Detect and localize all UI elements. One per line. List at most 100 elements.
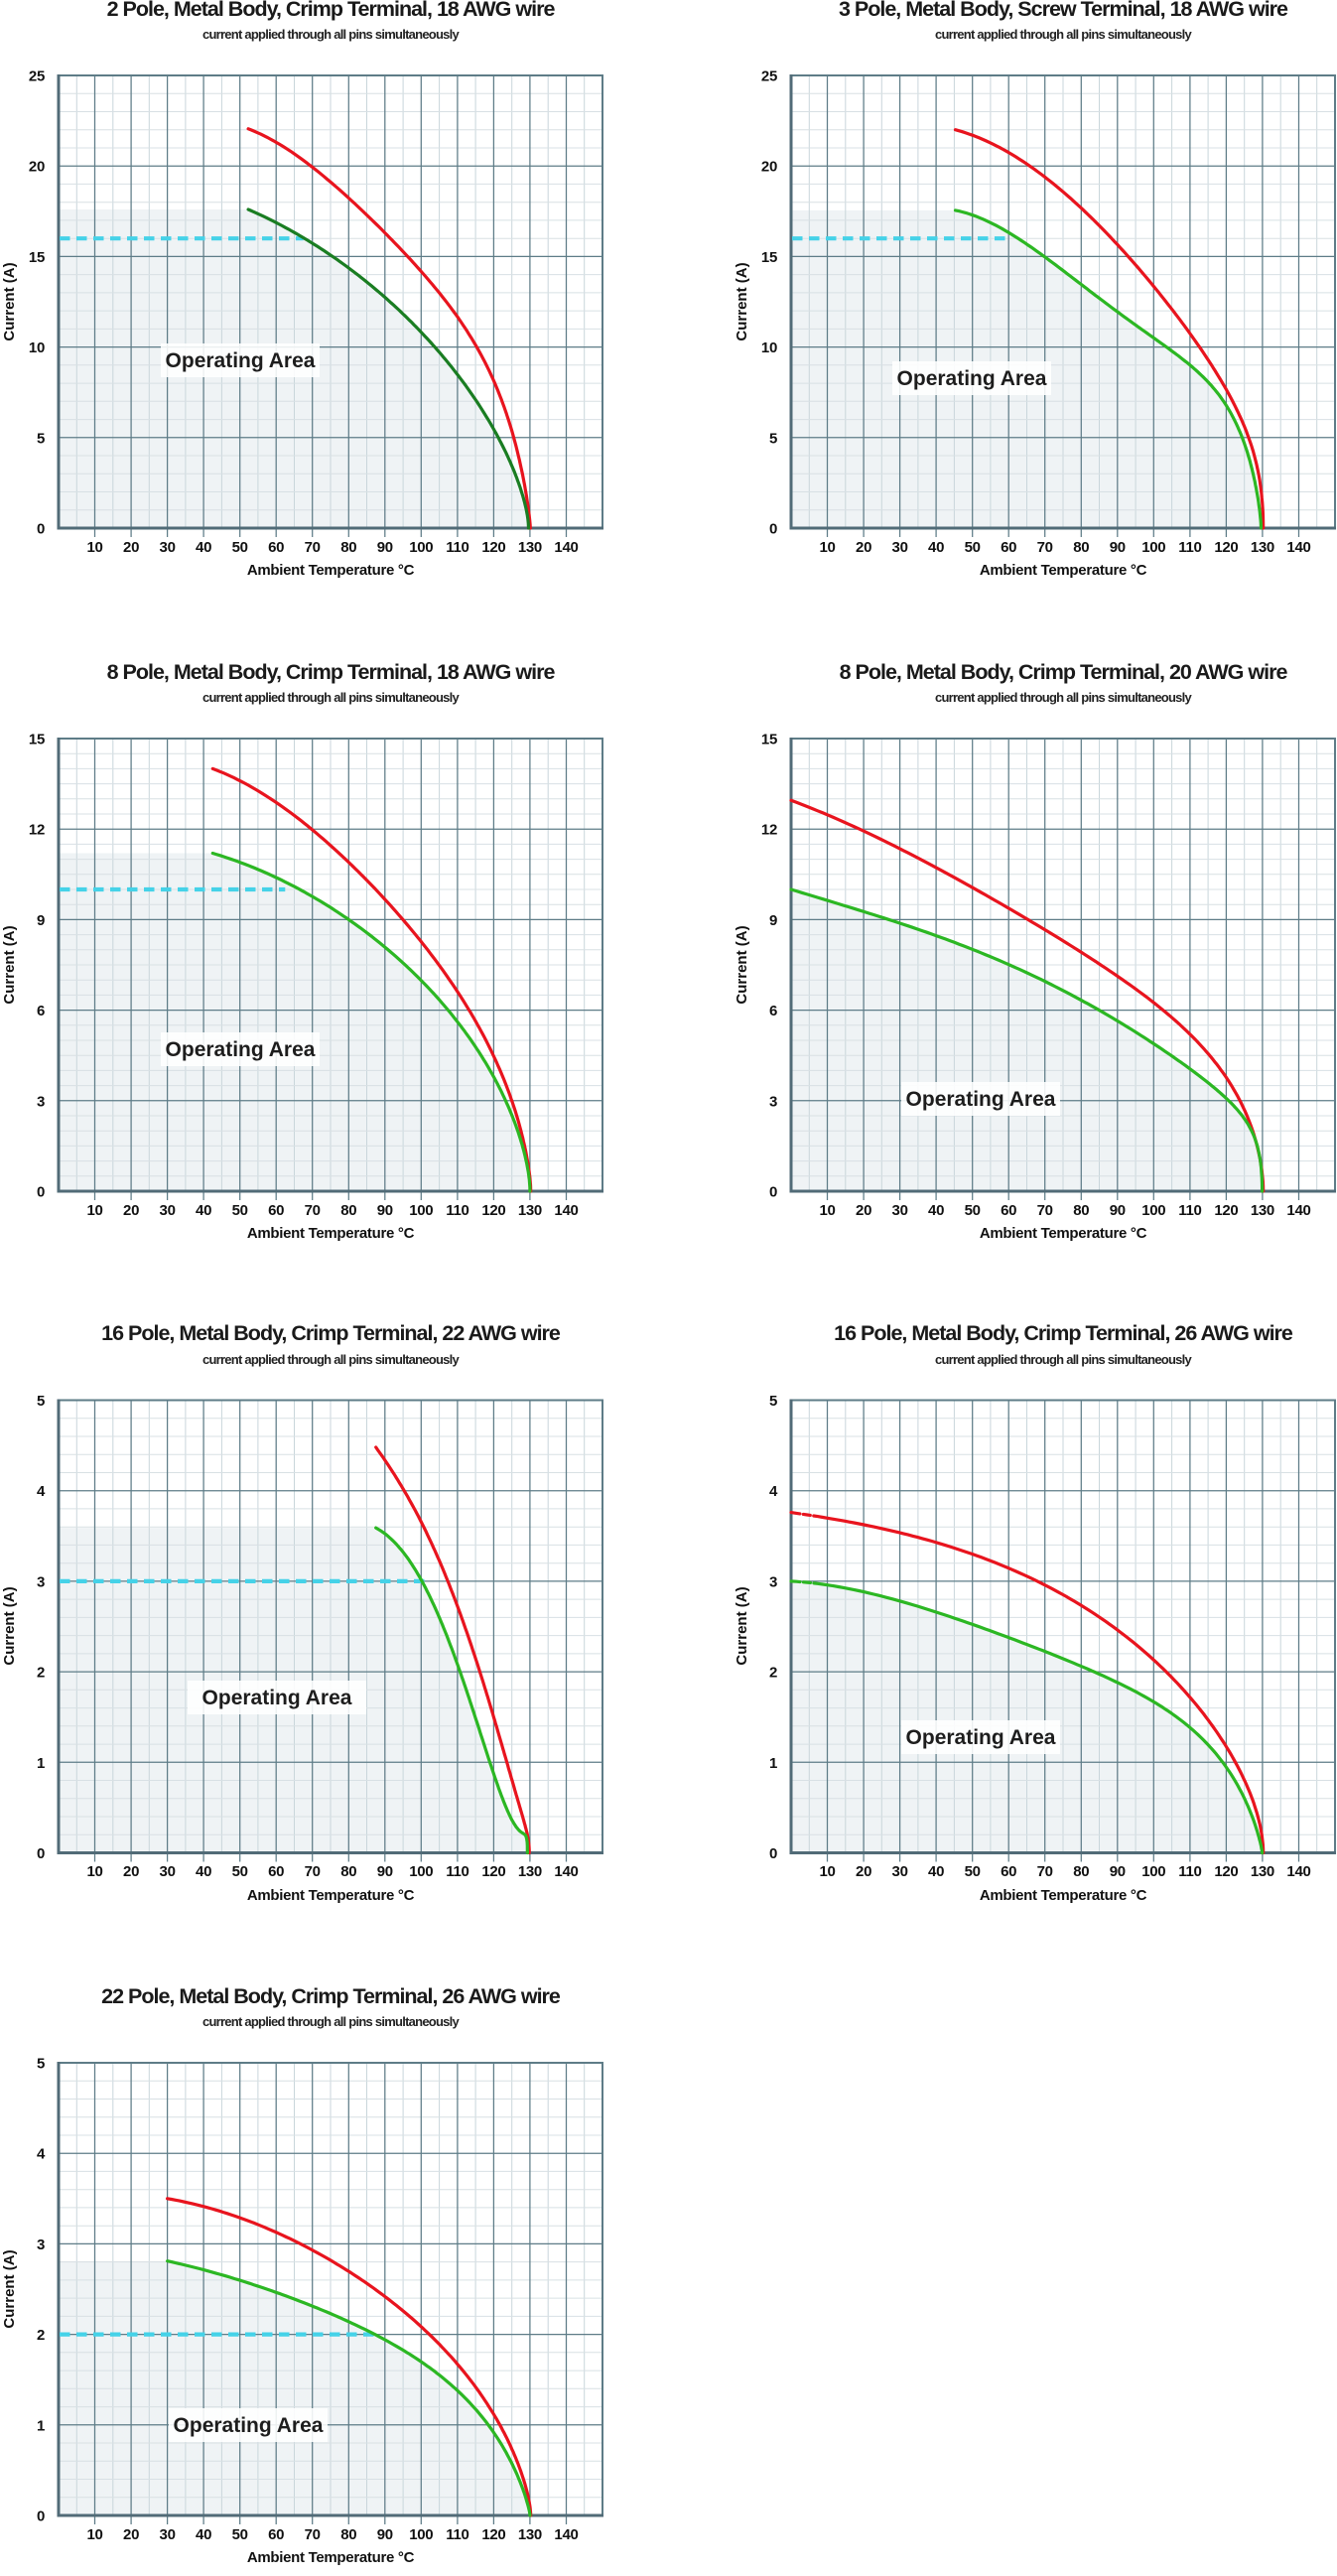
svg-text:20: 20 bbox=[123, 1863, 139, 1880]
svg-text:40: 40 bbox=[928, 1863, 944, 1880]
svg-text:10: 10 bbox=[86, 1863, 102, 1880]
svg-text:30: 30 bbox=[160, 1863, 176, 1880]
svg-text:9: 9 bbox=[37, 912, 45, 929]
svg-text:120: 120 bbox=[481, 2526, 505, 2543]
svg-text:80: 80 bbox=[340, 1863, 356, 1880]
svg-text:Current (A): Current (A) bbox=[734, 262, 750, 340]
svg-text:30: 30 bbox=[892, 1202, 908, 1219]
svg-text:60: 60 bbox=[268, 1863, 284, 1880]
svg-text:10: 10 bbox=[819, 1863, 835, 1880]
svg-text:8 Pole, Metal Body, Crimp Term: 8 Pole, Metal Body, Crimp Terminal, 18 A… bbox=[107, 660, 556, 684]
svg-text:6: 6 bbox=[37, 1003, 45, 1019]
svg-text:10: 10 bbox=[86, 539, 102, 556]
svg-text:12: 12 bbox=[29, 822, 45, 839]
svg-text:40: 40 bbox=[196, 1202, 211, 1219]
svg-text:1: 1 bbox=[769, 1755, 777, 1772]
svg-text:25: 25 bbox=[29, 68, 45, 85]
svg-text:0: 0 bbox=[37, 1184, 45, 1201]
svg-text:30: 30 bbox=[160, 539, 176, 556]
svg-text:110: 110 bbox=[1178, 539, 1201, 556]
svg-text:100: 100 bbox=[1141, 1863, 1165, 1880]
svg-text:70: 70 bbox=[305, 1863, 321, 1880]
svg-text:Ambient Temperature °C: Ambient Temperature °C bbox=[980, 1225, 1147, 1242]
svg-text:Operating Area: Operating Area bbox=[906, 1726, 1056, 1749]
svg-text:15: 15 bbox=[761, 249, 777, 266]
svg-text:130: 130 bbox=[1251, 539, 1274, 556]
svg-text:current applied through all pi: current applied through all pins simulta… bbox=[202, 27, 461, 42]
svg-text:Current (A): Current (A) bbox=[734, 925, 750, 1004]
svg-text:5: 5 bbox=[769, 1393, 777, 1410]
svg-text:90: 90 bbox=[377, 2526, 393, 2543]
svg-text:0: 0 bbox=[769, 1184, 777, 1201]
svg-text:120: 120 bbox=[1214, 539, 1238, 556]
svg-text:20: 20 bbox=[761, 159, 777, 176]
svg-text:15: 15 bbox=[29, 249, 45, 266]
svg-text:140: 140 bbox=[1286, 539, 1310, 556]
svg-text:110: 110 bbox=[1178, 1202, 1201, 1219]
svg-text:5: 5 bbox=[37, 2056, 45, 2073]
svg-text:4: 4 bbox=[37, 1483, 46, 1500]
svg-text:130: 130 bbox=[1251, 1202, 1274, 1219]
svg-text:Operating Area: Operating Area bbox=[202, 1687, 352, 1709]
svg-text:Current (A): Current (A) bbox=[1, 262, 18, 340]
svg-text:120: 120 bbox=[1214, 1863, 1238, 1880]
svg-text:120: 120 bbox=[481, 1863, 505, 1880]
svg-text:5: 5 bbox=[769, 430, 777, 447]
svg-text:9: 9 bbox=[769, 912, 777, 929]
svg-text:60: 60 bbox=[1001, 1202, 1016, 1219]
svg-text:130: 130 bbox=[1251, 1863, 1274, 1880]
svg-text:22 Pole, Metal Body, Crimp Ter: 22 Pole, Metal Body, Crimp Terminal, 26 … bbox=[101, 1984, 561, 2008]
svg-text:current applied through all pi: current applied through all pins simulta… bbox=[202, 1352, 461, 1367]
svg-text:3: 3 bbox=[37, 1573, 45, 1590]
svg-text:130: 130 bbox=[518, 539, 542, 556]
svg-text:20: 20 bbox=[29, 159, 45, 176]
svg-text:70: 70 bbox=[1037, 1202, 1053, 1219]
svg-text:10: 10 bbox=[86, 2526, 102, 2543]
svg-text:Current (A): Current (A) bbox=[1, 1586, 18, 1665]
svg-text:140: 140 bbox=[1286, 1863, 1310, 1880]
svg-text:current applied through all pi: current applied through all pins simulta… bbox=[935, 1352, 1193, 1367]
svg-text:16 Pole, Metal Body, Crimp Ter: 16 Pole, Metal Body, Crimp Terminal, 22 … bbox=[101, 1321, 561, 1345]
svg-text:Ambient Temperature °C: Ambient Temperature °C bbox=[980, 562, 1147, 579]
svg-text:50: 50 bbox=[965, 539, 981, 556]
svg-text:90: 90 bbox=[377, 1202, 393, 1219]
svg-text:1: 1 bbox=[37, 1755, 45, 1772]
svg-text:0: 0 bbox=[37, 2508, 45, 2525]
svg-text:50: 50 bbox=[232, 2526, 248, 2543]
svg-text:20: 20 bbox=[123, 1202, 139, 1219]
svg-text:2 Pole, Metal Body, Crimp Term: 2 Pole, Metal Body, Crimp Terminal, 18 A… bbox=[107, 0, 556, 21]
svg-text:3: 3 bbox=[37, 2237, 45, 2253]
svg-text:Current (A): Current (A) bbox=[734, 1586, 750, 1665]
svg-text:0: 0 bbox=[769, 521, 777, 538]
svg-text:100: 100 bbox=[1141, 539, 1165, 556]
svg-text:110: 110 bbox=[446, 2526, 468, 2543]
svg-text:110: 110 bbox=[446, 1863, 468, 1880]
svg-text:6: 6 bbox=[769, 1003, 777, 1019]
svg-text:60: 60 bbox=[268, 1202, 284, 1219]
svg-text:10: 10 bbox=[761, 339, 777, 356]
svg-text:30: 30 bbox=[160, 2526, 176, 2543]
svg-text:10: 10 bbox=[819, 539, 835, 556]
svg-text:140: 140 bbox=[1286, 1202, 1310, 1219]
svg-text:20: 20 bbox=[123, 2526, 139, 2543]
svg-text:40: 40 bbox=[196, 539, 211, 556]
svg-text:1: 1 bbox=[37, 2417, 45, 2434]
svg-text:140: 140 bbox=[554, 2526, 578, 2543]
svg-text:110: 110 bbox=[446, 539, 468, 556]
svg-text:Ambient Temperature °C: Ambient Temperature °C bbox=[980, 1887, 1147, 1904]
svg-text:Operating Area: Operating Area bbox=[166, 1038, 316, 1061]
svg-text:current applied through all pi: current applied through all pins simulta… bbox=[202, 2014, 461, 2029]
svg-text:3: 3 bbox=[769, 1093, 777, 1110]
svg-text:140: 140 bbox=[554, 539, 578, 556]
svg-text:80: 80 bbox=[1073, 1863, 1089, 1880]
svg-text:Ambient Temperature °C: Ambient Temperature °C bbox=[247, 2549, 415, 2566]
svg-text:current applied through all pi: current applied through all pins simulta… bbox=[935, 690, 1193, 705]
svg-text:10: 10 bbox=[86, 1202, 102, 1219]
svg-text:Operating Area: Operating Area bbox=[174, 2414, 324, 2437]
svg-text:12: 12 bbox=[761, 822, 777, 839]
svg-text:3 Pole, Metal Body, Screw Term: 3 Pole, Metal Body, Screw Terminal, 18 A… bbox=[839, 0, 1288, 21]
svg-text:90: 90 bbox=[377, 1863, 393, 1880]
svg-text:Operating Area: Operating Area bbox=[906, 1088, 1056, 1111]
svg-text:130: 130 bbox=[518, 1202, 542, 1219]
svg-text:70: 70 bbox=[305, 1202, 321, 1219]
